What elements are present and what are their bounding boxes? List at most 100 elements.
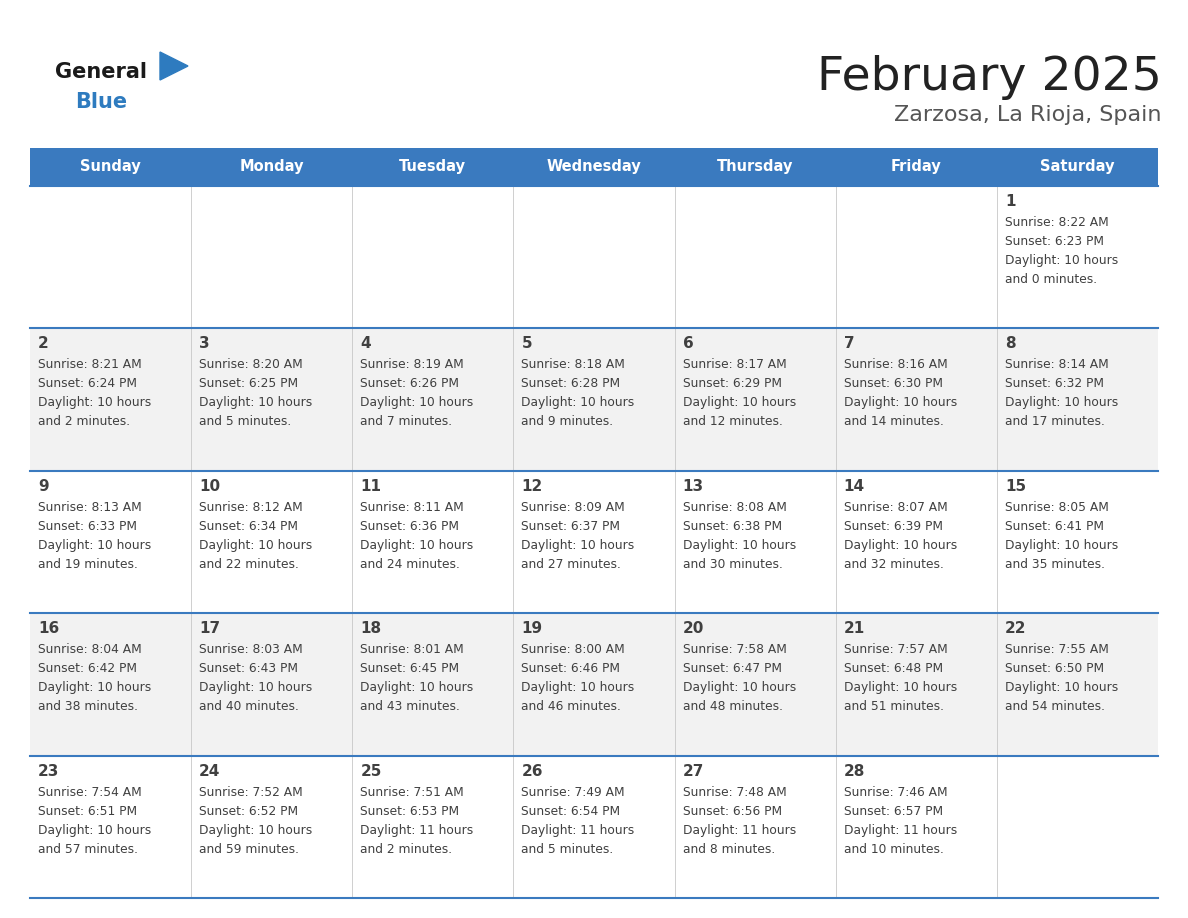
Text: Sunset: 6:46 PM: Sunset: 6:46 PM <box>522 662 620 676</box>
Text: Blue: Blue <box>75 92 127 112</box>
Text: Sunset: 6:28 PM: Sunset: 6:28 PM <box>522 377 620 390</box>
Text: Daylight: 10 hours: Daylight: 10 hours <box>360 539 474 552</box>
Text: Sunrise: 7:51 AM: Sunrise: 7:51 AM <box>360 786 465 799</box>
Text: Daylight: 10 hours: Daylight: 10 hours <box>360 397 474 409</box>
Text: Sunrise: 7:46 AM: Sunrise: 7:46 AM <box>843 786 947 799</box>
Text: 1: 1 <box>1005 194 1016 209</box>
Text: Sunrise: 8:18 AM: Sunrise: 8:18 AM <box>522 358 625 372</box>
Text: General: General <box>55 62 147 82</box>
Text: and 57 minutes.: and 57 minutes. <box>38 843 138 856</box>
Text: Daylight: 10 hours: Daylight: 10 hours <box>843 397 958 409</box>
Text: 10: 10 <box>200 479 220 494</box>
Text: Sunset: 6:43 PM: Sunset: 6:43 PM <box>200 662 298 676</box>
Text: 3: 3 <box>200 336 210 352</box>
Text: Sunrise: 8:07 AM: Sunrise: 8:07 AM <box>843 501 948 514</box>
Text: 25: 25 <box>360 764 381 778</box>
Text: and 35 minutes.: and 35 minutes. <box>1005 558 1105 571</box>
Text: Daylight: 11 hours: Daylight: 11 hours <box>522 823 634 836</box>
Text: and 14 minutes.: and 14 minutes. <box>843 416 943 429</box>
Text: 8: 8 <box>1005 336 1016 352</box>
Text: and 43 minutes.: and 43 minutes. <box>360 700 460 713</box>
Text: Daylight: 10 hours: Daylight: 10 hours <box>38 397 151 409</box>
Text: Sunrise: 8:01 AM: Sunrise: 8:01 AM <box>360 644 465 656</box>
Text: Sunrise: 7:54 AM: Sunrise: 7:54 AM <box>38 786 141 799</box>
Text: Daylight: 10 hours: Daylight: 10 hours <box>38 823 151 836</box>
Text: Sunrise: 8:12 AM: Sunrise: 8:12 AM <box>200 501 303 514</box>
Text: 4: 4 <box>360 336 371 352</box>
Text: Daylight: 10 hours: Daylight: 10 hours <box>522 539 634 552</box>
Text: Sunset: 6:26 PM: Sunset: 6:26 PM <box>360 377 460 390</box>
Text: Sunset: 6:50 PM: Sunset: 6:50 PM <box>1005 662 1104 676</box>
Text: 6: 6 <box>683 336 694 352</box>
Text: 26: 26 <box>522 764 543 778</box>
Text: 2: 2 <box>38 336 49 352</box>
Text: Sunrise: 8:19 AM: Sunrise: 8:19 AM <box>360 358 465 372</box>
Text: 5: 5 <box>522 336 532 352</box>
Text: Daylight: 10 hours: Daylight: 10 hours <box>683 397 796 409</box>
Text: Sunrise: 8:22 AM: Sunrise: 8:22 AM <box>1005 216 1108 229</box>
Text: and 12 minutes.: and 12 minutes. <box>683 416 783 429</box>
Text: and 38 minutes.: and 38 minutes. <box>38 700 138 713</box>
Text: Sunset: 6:53 PM: Sunset: 6:53 PM <box>360 804 460 818</box>
Text: Sunset: 6:51 PM: Sunset: 6:51 PM <box>38 804 137 818</box>
Text: Sunset: 6:36 PM: Sunset: 6:36 PM <box>360 520 460 532</box>
Text: Sunset: 6:48 PM: Sunset: 6:48 PM <box>843 662 943 676</box>
Text: Daylight: 10 hours: Daylight: 10 hours <box>1005 397 1118 409</box>
Text: and 59 minutes.: and 59 minutes. <box>200 843 299 856</box>
Text: 15: 15 <box>1005 479 1026 494</box>
Text: Sunset: 6:41 PM: Sunset: 6:41 PM <box>1005 520 1104 532</box>
Text: Sunset: 6:25 PM: Sunset: 6:25 PM <box>200 377 298 390</box>
Text: 7: 7 <box>843 336 854 352</box>
Text: Sunrise: 8:11 AM: Sunrise: 8:11 AM <box>360 501 465 514</box>
Text: Sunrise: 8:08 AM: Sunrise: 8:08 AM <box>683 501 786 514</box>
Text: Sunset: 6:33 PM: Sunset: 6:33 PM <box>38 520 137 532</box>
Text: Sunrise: 8:16 AM: Sunrise: 8:16 AM <box>843 358 948 372</box>
Text: 23: 23 <box>38 764 59 778</box>
Text: 17: 17 <box>200 621 220 636</box>
Text: Thursday: Thursday <box>716 160 794 174</box>
Text: Sunrise: 8:14 AM: Sunrise: 8:14 AM <box>1005 358 1108 372</box>
Text: and 22 minutes.: and 22 minutes. <box>200 558 299 571</box>
Text: and 32 minutes.: and 32 minutes. <box>843 558 943 571</box>
Text: and 17 minutes.: and 17 minutes. <box>1005 416 1105 429</box>
Text: Daylight: 10 hours: Daylight: 10 hours <box>200 681 312 694</box>
Text: Sunrise: 8:09 AM: Sunrise: 8:09 AM <box>522 501 625 514</box>
Text: Sunset: 6:45 PM: Sunset: 6:45 PM <box>360 662 460 676</box>
Text: Sunrise: 8:03 AM: Sunrise: 8:03 AM <box>200 644 303 656</box>
Text: Daylight: 10 hours: Daylight: 10 hours <box>522 681 634 694</box>
Text: Daylight: 11 hours: Daylight: 11 hours <box>843 823 958 836</box>
Text: 19: 19 <box>522 621 543 636</box>
Text: Sunrise: 8:20 AM: Sunrise: 8:20 AM <box>200 358 303 372</box>
Text: Daylight: 11 hours: Daylight: 11 hours <box>683 823 796 836</box>
Text: Sunset: 6:23 PM: Sunset: 6:23 PM <box>1005 235 1104 248</box>
Text: February 2025: February 2025 <box>817 55 1162 100</box>
Text: and 8 minutes.: and 8 minutes. <box>683 843 775 856</box>
Text: and 2 minutes.: and 2 minutes. <box>360 843 453 856</box>
Text: and 46 minutes.: and 46 minutes. <box>522 700 621 713</box>
Text: and 19 minutes.: and 19 minutes. <box>38 558 138 571</box>
Text: Sunset: 6:47 PM: Sunset: 6:47 PM <box>683 662 782 676</box>
Text: and 30 minutes.: and 30 minutes. <box>683 558 783 571</box>
Text: Sunset: 6:32 PM: Sunset: 6:32 PM <box>1005 377 1104 390</box>
Text: 24: 24 <box>200 764 221 778</box>
Text: Sunset: 6:39 PM: Sunset: 6:39 PM <box>843 520 943 532</box>
Text: and 27 minutes.: and 27 minutes. <box>522 558 621 571</box>
Text: Daylight: 10 hours: Daylight: 10 hours <box>683 681 796 694</box>
Text: Sunset: 6:30 PM: Sunset: 6:30 PM <box>843 377 943 390</box>
Text: 13: 13 <box>683 479 703 494</box>
Text: and 5 minutes.: and 5 minutes. <box>522 843 614 856</box>
Text: 18: 18 <box>360 621 381 636</box>
Text: and 51 minutes.: and 51 minutes. <box>843 700 943 713</box>
Text: 12: 12 <box>522 479 543 494</box>
Text: Saturday: Saturday <box>1041 160 1114 174</box>
Text: and 24 minutes.: and 24 minutes. <box>360 558 460 571</box>
Text: Sunset: 6:37 PM: Sunset: 6:37 PM <box>522 520 620 532</box>
Text: and 5 minutes.: and 5 minutes. <box>200 416 291 429</box>
Text: Daylight: 10 hours: Daylight: 10 hours <box>843 681 958 694</box>
Text: 20: 20 <box>683 621 704 636</box>
Text: Daylight: 10 hours: Daylight: 10 hours <box>1005 681 1118 694</box>
Text: Monday: Monday <box>240 160 304 174</box>
Text: Sunrise: 7:58 AM: Sunrise: 7:58 AM <box>683 644 786 656</box>
Text: and 54 minutes.: and 54 minutes. <box>1005 700 1105 713</box>
Text: Sunrise: 8:00 AM: Sunrise: 8:00 AM <box>522 644 625 656</box>
